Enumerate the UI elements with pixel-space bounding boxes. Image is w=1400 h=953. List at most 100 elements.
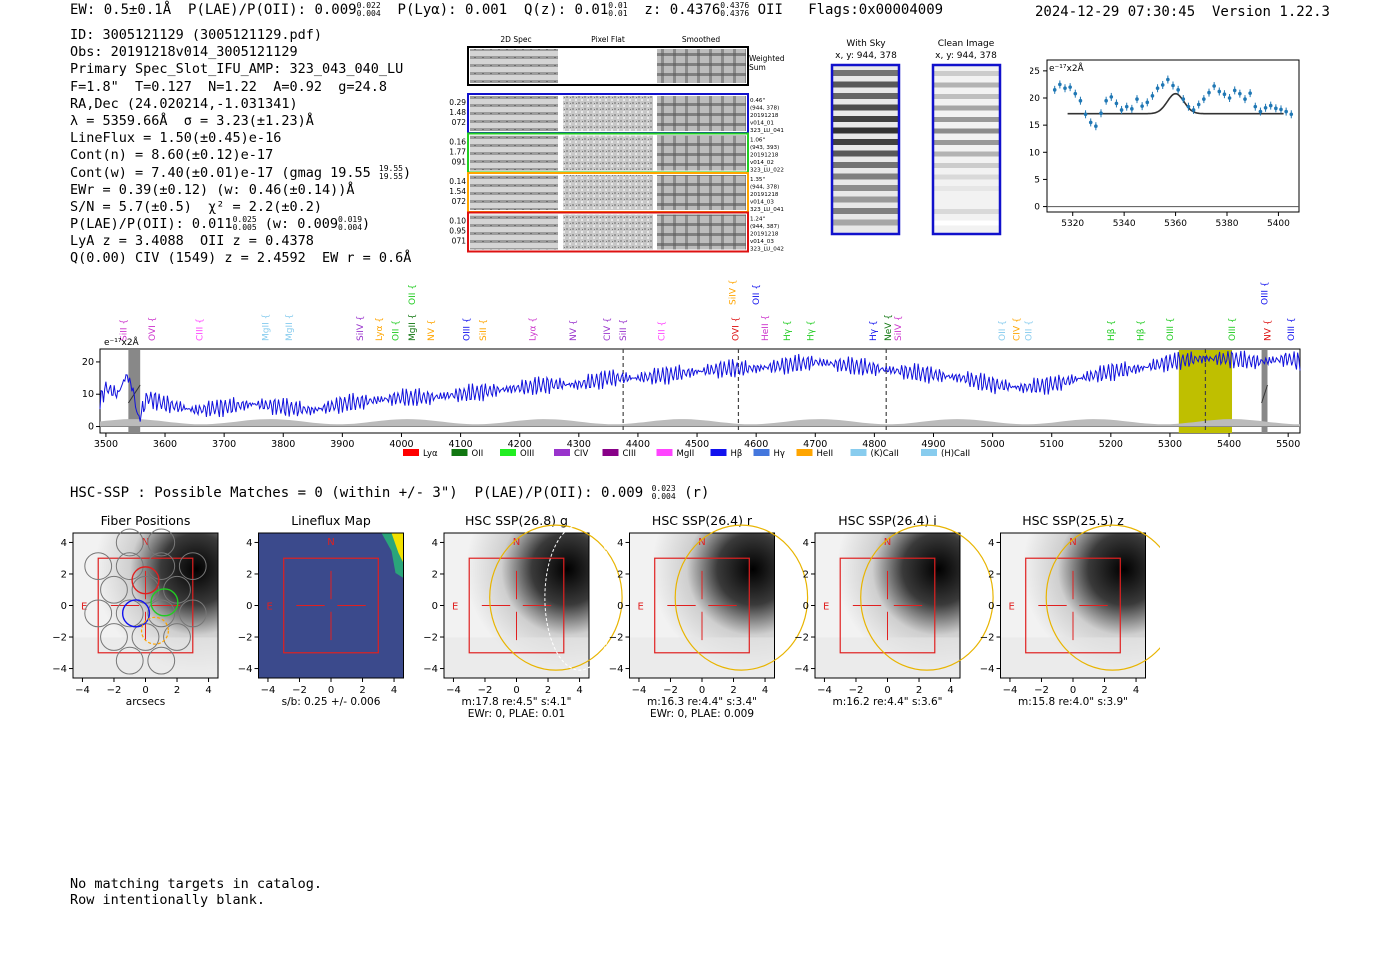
legend-label: (H)CaII [941,449,970,459]
spectral-line-label: OII { [998,320,1008,341]
y-tick-label: 0 [88,422,94,433]
cutout-pixelflat [563,96,653,131]
data-point [1171,83,1175,88]
data-point [1058,82,1062,87]
x-tick-label: 5380 [1216,219,1239,229]
cutout-frame [467,211,749,253]
info-line: λ = 5359.66Å σ = 3.23(±1.23)Å [70,112,314,129]
fiber-circle [115,528,144,557]
x-tick-label: 5300 [1158,439,1182,450]
aperture-ellipse [489,524,623,671]
x-tick-label: 3600 [153,439,177,450]
cutout-pixelflat [563,135,653,171]
fiber-circle [115,646,144,675]
legend-swatch [403,449,419,456]
cutout-right-label: 20191218 [750,113,779,119]
spectral-line-label: MgII { [262,314,272,341]
qz-text: Q(z): 0.01 [523,2,609,18]
clean-band [934,151,999,157]
data-point [1155,86,1160,91]
y-tick-label: 0 [803,601,809,612]
image-panel: HSC SSP(26.8) g N E −4 −4 −2 −2 0 0 2 2 4 4 m:17.8 re… [423,513,623,720]
legend-swatch [710,449,727,456]
hsc-title: HSC-SSP : Possible Matches = 0 (within +… [70,484,710,502]
data-point [1258,109,1263,114]
spectral-line-label: MgII { [285,314,295,341]
x-tick-label: 5400 [1267,219,1290,229]
data-point [1114,101,1119,106]
image-panel: Fiber Positions N E −4 −4 −2 −2 0 0 2 2 4 4 arcsecs [52,513,219,708]
fiber-circle [147,528,176,557]
y-tick-label: 15 [1030,121,1040,131]
aperture-ellipse [1045,524,1160,671]
data-point [1099,111,1103,115]
info-line-cont-w: Cont(w) = 7.40(±0.01)e-17 (gmag 19.55 19… [70,163,412,181]
x-tick-label: 2 [359,685,365,696]
cutout-right-label: 323_LU_041 [750,207,784,213]
cutout-left-label: 091 [452,158,467,167]
y-tick-label: 2 [61,569,67,580]
x-tick-label: 5100 [1040,439,1064,450]
info-line: EWr = 0.39(±0.12) (w: 0.46(±0.14))Å [70,181,355,198]
cutout-right-label: v014_03 [750,200,774,206]
x-tick-label: 4300 [567,439,591,450]
data-point [1191,108,1196,112]
cutout-left-label: 1.77 [449,148,466,157]
masked-region [1261,350,1268,433]
sky-images: With Sky x, y: 944, 378 Clean Image x, y… [830,39,1002,236]
plae-text: P(LAE)/P(OII): 0.009 [188,2,357,18]
aperture-ellipse [860,524,994,671]
cutout-right-label: 0.46" [750,98,765,104]
x-tick-label: 4 [391,685,397,696]
y-tick-label: −2 [980,633,995,644]
cutout-left-label: 071 [452,237,467,246]
search-box [468,557,565,654]
x-tick-label: −4 [817,685,832,696]
spectral-line-label: OII { [752,284,762,305]
compass-east: E [823,602,829,613]
x-tick-label: 5320 [1061,219,1084,229]
y-tick-label: −2 [423,633,438,644]
spectral-line-label: OVI { [148,317,158,341]
y-tick-label: −4 [238,664,253,675]
plya-text: P(Lyα): 0.001 [397,2,508,18]
clean-image-coords: x, y: 944, 378 [935,51,997,61]
compass-north: N [1069,537,1076,548]
cutout-right-label: (943, 393) [750,145,779,151]
aperture-ellipse [674,524,809,671]
x-tick-label: −4 [632,685,647,696]
fiber-circle [178,552,207,580]
x-tick-label: 3700 [212,439,236,450]
imaging-panels: Fiber Positions N E −4 −4 −2 −2 0 0 2 2 4 4 arcsecs Li… [52,513,1160,720]
data-point [1207,90,1211,95]
info-line: S/N = 5.7(±0.5) χ² = 2.2(±0.2) [70,198,322,215]
sky-band [833,185,898,191]
legend-label: HeII [817,449,834,459]
cutout-right-label: 1.35" [750,177,765,183]
error-band [100,419,1300,427]
cutout-right-label: (944, 378) [750,106,779,112]
y-tick-label: 2 [617,569,623,580]
x-tick-label: −2 [663,685,678,696]
legend-label: (K)CaII [871,449,899,459]
cutout-smoothed [657,96,746,131]
col-label-smoothed: Smoothed [682,35,721,44]
data-point [1212,84,1216,88]
cutout-right-label: v014_03 [750,239,774,245]
y-tick-label: 10 [1030,148,1040,158]
cutout-2dspec [470,135,558,171]
spectral-line-label: OII { [1025,320,1035,341]
x-tick-label: −4 [1003,685,1018,696]
image-panel: Lineflux Map N E −4 −4 −2 −2 0 0 2 2 4 4 s/b: 0.25 +/… [238,513,404,708]
detection-info: ID: 3005121129 (3005121129.pdf) Obs: 201… [70,27,411,268]
data-point [1238,91,1242,96]
image-panel: HSC SSP(25.5) z N E −4 −4 −2 −2 0 0 2 2 4 4 m:15.8 re… [980,513,1160,708]
sky-band [833,93,898,99]
sky-band [833,208,898,214]
spectral-line-label: CIII { [195,318,205,341]
y-tick-label: 2 [246,569,252,580]
fiber-circle [147,599,176,628]
